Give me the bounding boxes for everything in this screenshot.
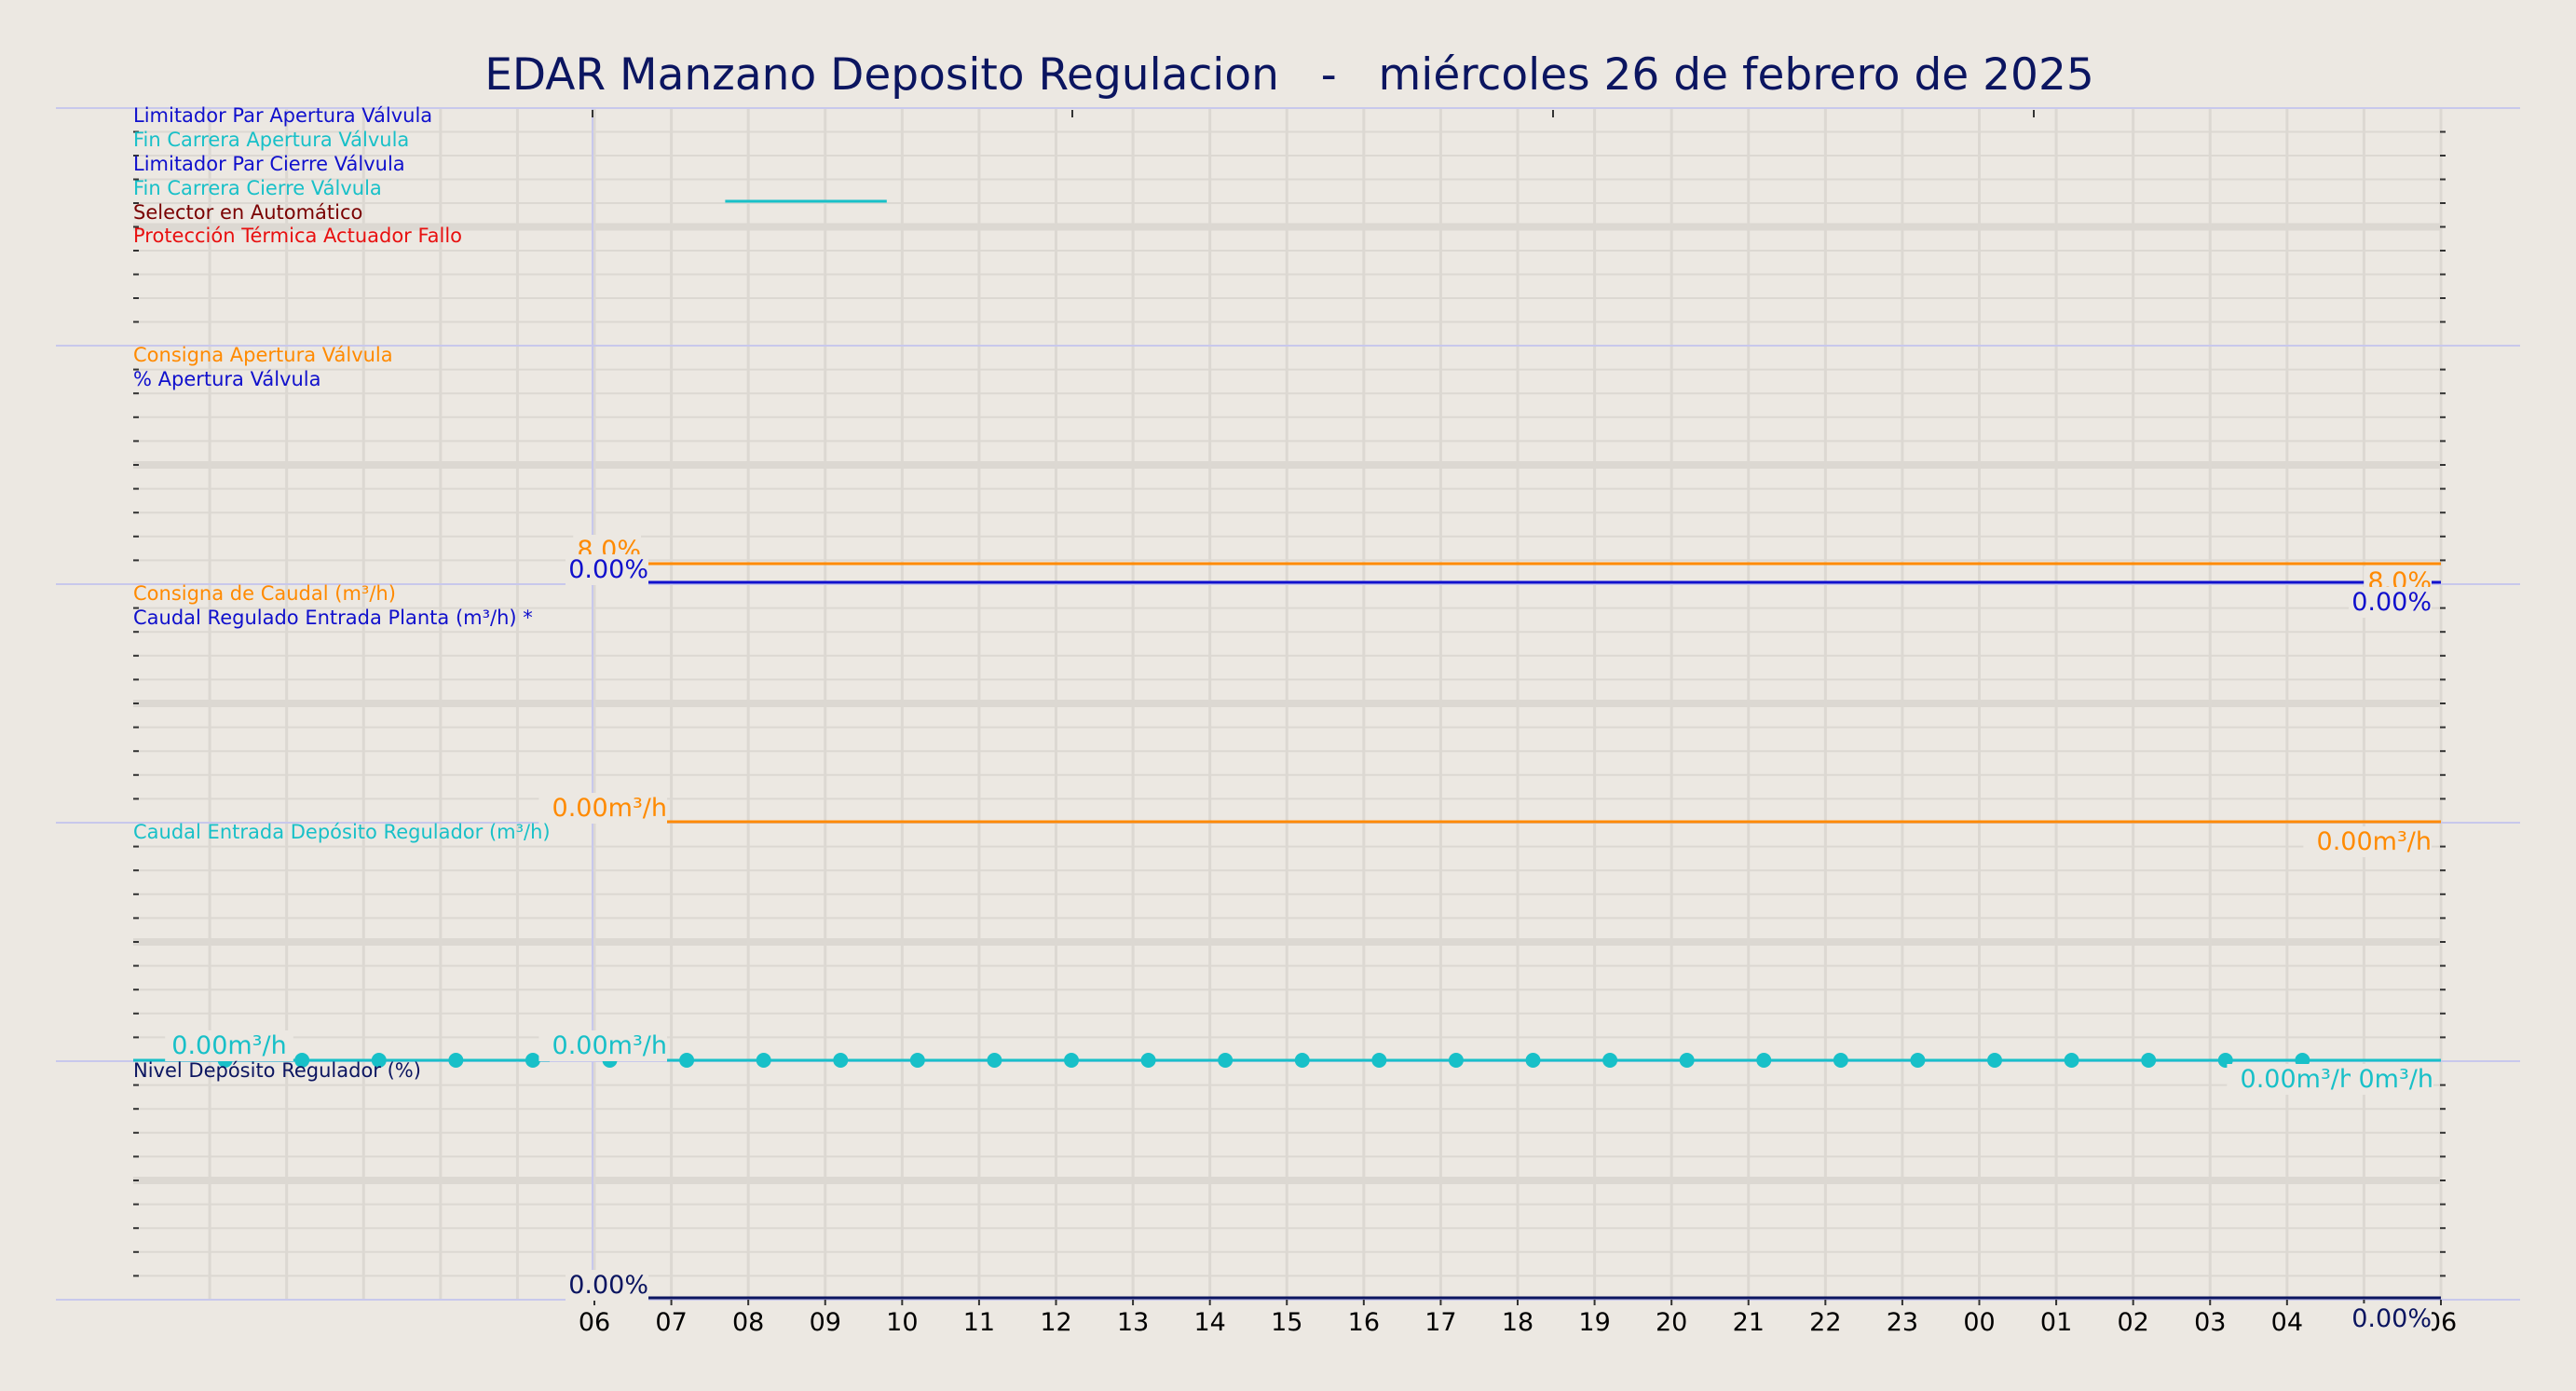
- value-label: 0.00m³/h: [2317, 827, 2432, 856]
- caudal-deposito-point: [1833, 1053, 1848, 1068]
- caudal-deposito-point: [371, 1053, 387, 1068]
- x-tick-label: 01: [2040, 1308, 2072, 1337]
- caudal-deposito-point: [1602, 1053, 1618, 1068]
- caudal-deposito-point: [756, 1053, 771, 1068]
- x-tick-label: 10: [886, 1308, 918, 1337]
- caudal-deposito-point: [1910, 1053, 1926, 1068]
- x-tick-label: 02: [2117, 1308, 2148, 1337]
- value-label: 0.00%: [568, 1271, 648, 1300]
- caudal-deposito-point: [987, 1053, 1002, 1068]
- x-tick-label: 21: [1733, 1308, 1765, 1337]
- caudal-deposito-point: [294, 1053, 310, 1068]
- caudal-deposito-point: [448, 1053, 464, 1068]
- x-tick-label: 13: [1117, 1308, 1149, 1337]
- caudal-deposito-point: [2064, 1053, 2079, 1068]
- value-label: 0.00m³/h: [552, 1031, 667, 1060]
- value-labels: 8.0%0.00% 8.0%0.00%0.00m³/h0.00m³/h0.00m³…: [165, 535, 2433, 1334]
- value-label-bg: [165, 1030, 293, 1061]
- value-label-bg: [2303, 826, 2432, 857]
- value-label: 0.00m³/h: [552, 794, 667, 823]
- legend-entry: Fin Carrera Cierre Válvula: [133, 177, 382, 199]
- legend-entry: % Apertura Válvula: [133, 368, 320, 390]
- x-tick-label: 20: [1656, 1308, 1687, 1337]
- value-label: 0.00m³/h: [171, 1031, 286, 1060]
- x-tick-label: 04: [2271, 1308, 2303, 1337]
- value-label-bg: [2227, 1064, 2355, 1095]
- caudal-deposito-point: [1679, 1053, 1695, 1068]
- series-lines: [133, 199, 2441, 1300]
- legend-entry: Consigna de Caudal (m³/h): [133, 582, 396, 605]
- grid: [133, 108, 2443, 1300]
- x-tick-label: 19: [1578, 1308, 1610, 1337]
- value-label-bg: [566, 554, 648, 585]
- caudal-deposito-point: [1371, 1053, 1387, 1068]
- axes: 06 07 08 09 10 11 12 13 14 15 16 17 18 19 20 21 22 23 00 01…: [56, 107, 2520, 1337]
- caudal-deposito-point: [1064, 1053, 1080, 1068]
- legend-entry: Nivel Depósito Regulador (%): [133, 1059, 421, 1082]
- value-label: 0.00%: [568, 555, 648, 584]
- legend-entry: Limitador Par Cierre Válvula: [133, 153, 405, 175]
- x-tick-label: 15: [1271, 1308, 1302, 1337]
- caudal-deposito-point: [833, 1053, 849, 1068]
- caudal-deposito-point: [1756, 1053, 1772, 1068]
- value-label: 0m³/h: [2358, 1065, 2433, 1094]
- caudal-deposito-point: [679, 1053, 695, 1068]
- x-tick-label: 03: [2194, 1308, 2226, 1337]
- value-label-bg: [2351, 1064, 2433, 1095]
- x-tick-label: 00: [1963, 1308, 1995, 1337]
- caudal-deposito-point: [1294, 1053, 1310, 1068]
- legend-entry: Selector en Automático: [133, 201, 362, 224]
- value-label-bg: [566, 1270, 648, 1301]
- value-label: 0.00m³/h: [2241, 1065, 2355, 1094]
- value-label: 0.00%: [2351, 1304, 2432, 1333]
- legend-entry: Caudal Entrada Depósito Regulador (m³/h): [133, 821, 551, 843]
- caudal-deposito-point: [1525, 1053, 1541, 1068]
- x-tick-label: 07: [655, 1308, 687, 1337]
- x-tick-label: 08: [732, 1308, 764, 1337]
- caudal-deposito-point: [1448, 1053, 1464, 1068]
- value-label-bg: [2349, 587, 2432, 618]
- x-tick-label: 16: [1348, 1308, 1380, 1337]
- x-tick-label: 06: [579, 1308, 610, 1337]
- x-tick-label: 09: [810, 1308, 841, 1337]
- caudal-deposito-point: [1140, 1053, 1156, 1068]
- value-label-bg: [2349, 1303, 2432, 1334]
- x-tick-label: 23: [1887, 1308, 1918, 1337]
- caudal-deposito-point: [525, 1053, 540, 1068]
- caudal-deposito-point: [1218, 1053, 1233, 1068]
- legend-entry: Consigna Apertura Válvula: [133, 344, 393, 366]
- caudal-deposito-point: [2141, 1053, 2157, 1068]
- x-tick-label: 18: [1502, 1308, 1533, 1337]
- x-tick-label: 17: [1424, 1308, 1456, 1337]
- x-tick-label: 12: [1040, 1308, 1071, 1337]
- caudal-deposito-point: [909, 1053, 925, 1068]
- legend-entry: Protección Térmica Actuador Fallo: [133, 225, 462, 247]
- value-label-bg: [538, 793, 667, 824]
- chart-title: EDAR Manzano Deposito Regulacion - miérc…: [484, 49, 2094, 101]
- value-label: 0.00%: [2351, 588, 2432, 617]
- legend-entry: Limitador Par Apertura Válvula: [133, 104, 432, 127]
- x-tick-label: 11: [963, 1308, 995, 1337]
- legend-entry: Fin Carrera Apertura Válvula: [133, 129, 409, 151]
- value-label-bg: [538, 1030, 667, 1061]
- caudal-deposito-point: [1987, 1053, 2003, 1068]
- legend-entry: Caudal Regulado Entrada Planta (m³/h) *: [133, 607, 533, 629]
- x-tick-label: 14: [1193, 1308, 1225, 1337]
- x-tick-label: 22: [1809, 1308, 1841, 1337]
